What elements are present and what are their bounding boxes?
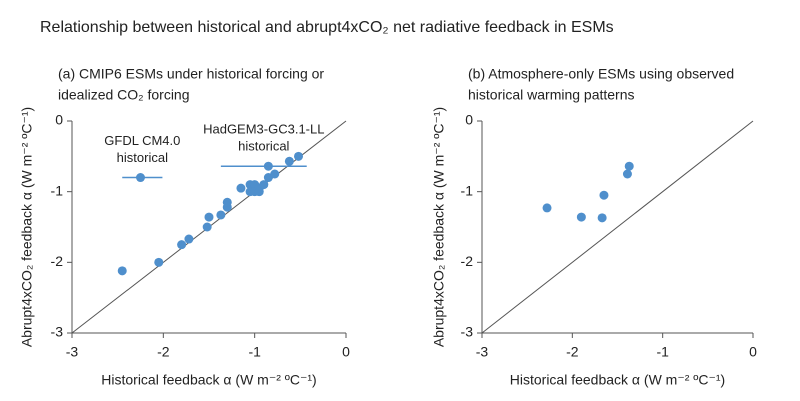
y-tick-label: -3 bbox=[51, 324, 64, 340]
scatter-point bbox=[624, 161, 634, 171]
annotation: HadGEM3-GC3.1-LL bbox=[203, 122, 324, 137]
scatter-point bbox=[259, 180, 269, 190]
scatter-point bbox=[204, 212, 214, 222]
y-tick-label: -1 bbox=[461, 182, 474, 198]
y-tick-label: -2 bbox=[51, 253, 64, 269]
x-tick-label: -2 bbox=[566, 344, 579, 360]
x-tick-label: -1 bbox=[656, 344, 669, 360]
scatter-point bbox=[202, 222, 212, 232]
scatter-point bbox=[542, 203, 552, 213]
y-tick-label: -1 bbox=[51, 182, 64, 198]
x-axis-label: Historical feedback α (W m⁻² ºC⁻¹) bbox=[101, 372, 316, 388]
panel-title: (b) Atmosphere-only ESMs using observed bbox=[468, 66, 734, 82]
annotation: historical bbox=[238, 139, 289, 154]
scatter-point bbox=[254, 187, 264, 197]
scatter-point bbox=[222, 197, 232, 207]
scatter-point bbox=[599, 190, 609, 200]
scatter-point bbox=[177, 240, 187, 250]
panel-title: historical warming patterns bbox=[468, 87, 635, 103]
scatter-point bbox=[136, 173, 145, 183]
annotation: GFDL CM4.0 bbox=[104, 133, 180, 148]
x-tick-label: -3 bbox=[66, 344, 79, 360]
x-tick-label: 0 bbox=[342, 344, 350, 360]
panel-title: (a) CMIP6 ESMs under historical forcing … bbox=[58, 66, 324, 82]
scatter-point bbox=[236, 183, 246, 193]
one-to-one-line bbox=[481, 120, 754, 334]
scatter-point bbox=[294, 151, 304, 161]
scatter-point bbox=[263, 161, 273, 171]
x-tick-label: 0 bbox=[749, 344, 757, 360]
scatter-point bbox=[117, 266, 127, 276]
scatter-point bbox=[284, 156, 294, 166]
y-tick-label: 0 bbox=[55, 112, 63, 128]
x-tick-label: -1 bbox=[248, 344, 261, 360]
x-tick-label: -2 bbox=[157, 344, 170, 360]
y-tick-label: -3 bbox=[461, 324, 474, 340]
scatter-point bbox=[597, 213, 607, 223]
annotation: historical bbox=[117, 150, 168, 165]
figure-title: Relationship between historical and abru… bbox=[40, 19, 614, 36]
scatter-point bbox=[154, 257, 164, 267]
panel-title: idealized CO₂ forcing bbox=[58, 87, 190, 103]
scatter-point bbox=[216, 210, 226, 220]
y-tick-label: 0 bbox=[465, 112, 473, 128]
scatter-point bbox=[622, 169, 632, 179]
y-axis-label: Abrupt4xCO₂ feedback α (W m⁻² ºC⁻¹) bbox=[19, 107, 35, 347]
scatter-point bbox=[270, 169, 280, 179]
x-axis-label: Historical feedback α (W m⁻² ºC⁻¹) bbox=[510, 372, 725, 388]
y-axis-label: Abrupt4xCO₂ feedback α (W m⁻² ºC⁻¹) bbox=[431, 107, 447, 347]
y-tick-label: -2 bbox=[461, 253, 474, 269]
scatter-point bbox=[184, 234, 194, 244]
scatter-point bbox=[576, 212, 586, 222]
x-tick-label: -3 bbox=[476, 344, 489, 360]
